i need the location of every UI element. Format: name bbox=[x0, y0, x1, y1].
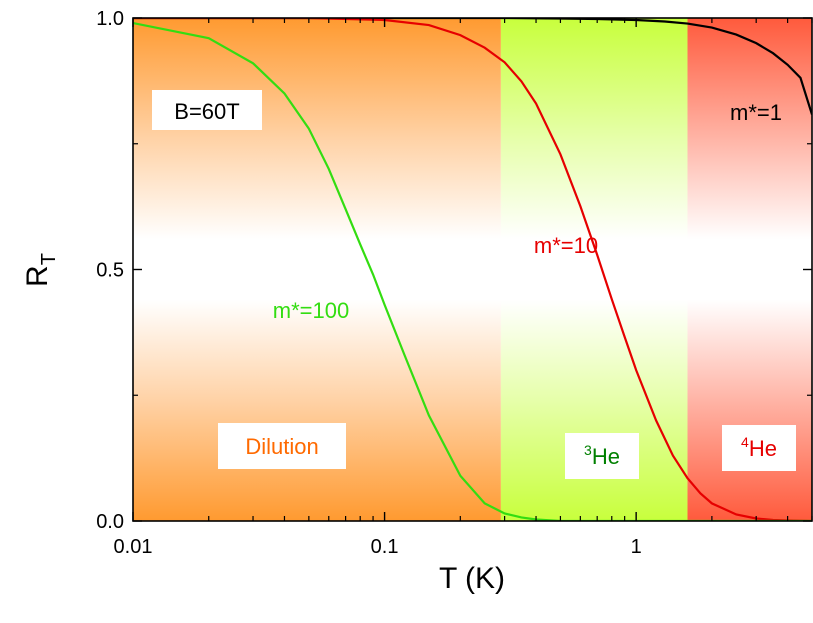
series-line-m100 bbox=[133, 21, 812, 521]
y-tick-label: 1.0 bbox=[96, 8, 124, 30]
x-tick-label: 1 bbox=[631, 536, 642, 558]
y-axis-title-main: R bbox=[21, 265, 54, 287]
x-axis-title: T (K) bbox=[439, 562, 505, 595]
y-axis-title-sub: T bbox=[38, 253, 60, 265]
field-label-box bbox=[152, 90, 262, 130]
series-line-m10 bbox=[133, 18, 812, 521]
region-label-he4-sup: 4 bbox=[741, 434, 749, 450]
region-label-box-dilution bbox=[218, 423, 346, 469]
series-label-m100: m*=100 bbox=[273, 298, 349, 323]
series-label-m1: m*=1 bbox=[730, 100, 782, 125]
region-label-dilution: Dilution bbox=[245, 434, 318, 459]
y-tick-label: 0.0 bbox=[96, 511, 124, 533]
field-label: B=60T bbox=[174, 99, 239, 124]
y-axis-title: RT bbox=[21, 253, 60, 287]
region-label-he4-name: He bbox=[749, 436, 777, 461]
y-axis-title-text: RT bbox=[21, 253, 60, 287]
series-label-m10: m*=10 bbox=[534, 233, 598, 258]
region-label-box-he4 bbox=[722, 425, 796, 471]
y-tick-label: 0.5 bbox=[96, 260, 124, 282]
axis-ticks: 0.01 0.1 1 0.0 0.5 1.0 bbox=[96, 8, 813, 558]
region-label-he3-sup: 3 bbox=[584, 442, 592, 458]
x-tick-label: 0.1 bbox=[371, 536, 399, 558]
region-label-he3: 3He bbox=[584, 442, 620, 469]
region-label-he3-name: He bbox=[592, 444, 620, 469]
region-label-box-he3 bbox=[565, 433, 639, 479]
x-tick-label: 0.01 bbox=[114, 536, 153, 558]
region-label-he4: 4He bbox=[741, 434, 777, 461]
